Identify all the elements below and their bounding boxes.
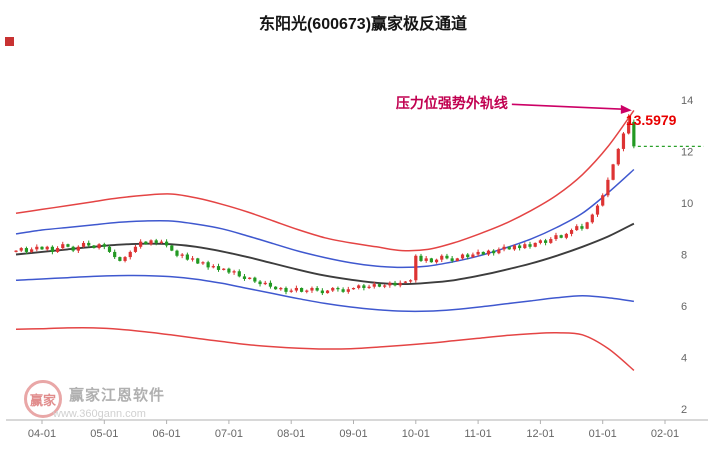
- svg-text:6: 6: [681, 301, 687, 313]
- svg-text:01-01: 01-01: [589, 428, 617, 440]
- chart-title: 东阳光(600673)赢家极反通道: [258, 16, 468, 33]
- pressure-value-label: 13.5979: [625, 112, 677, 129]
- svg-text:09-01: 09-01: [339, 428, 367, 440]
- svg-text:04-01: 04-01: [28, 428, 56, 440]
- svg-text:12: 12: [681, 147, 693, 159]
- svg-text:8: 8: [681, 250, 687, 262]
- corner-mark: [5, 37, 14, 46]
- svg-text:12-01: 12-01: [526, 428, 554, 440]
- svg-text:06-01: 06-01: [153, 428, 181, 440]
- watermark-url: www.360gann.com: [53, 408, 146, 420]
- brand-logo-icon: 赢家: [24, 380, 62, 418]
- svg-text:10-01: 10-01: [402, 428, 430, 440]
- svg-text:10: 10: [681, 198, 693, 210]
- svg-text:4: 4: [681, 353, 687, 365]
- svg-text:08-01: 08-01: [277, 428, 305, 440]
- pressure-annotation-label: 压力位强势外轨线: [395, 95, 508, 112]
- logo-text: 赢家: [29, 392, 56, 408]
- svg-text:14: 14: [681, 95, 693, 107]
- svg-text:2: 2: [681, 404, 687, 416]
- svg-text:02-01: 02-01: [651, 428, 679, 440]
- watermark-brand: 赢家江恩软件: [69, 387, 166, 404]
- svg-text:05-01: 05-01: [90, 428, 118, 440]
- svg-text:07-01: 07-01: [215, 428, 243, 440]
- watermark: 赢家 赢家江恩软件 www.360gann.com: [24, 380, 165, 420]
- svg-text:11-01: 11-01: [464, 428, 491, 440]
